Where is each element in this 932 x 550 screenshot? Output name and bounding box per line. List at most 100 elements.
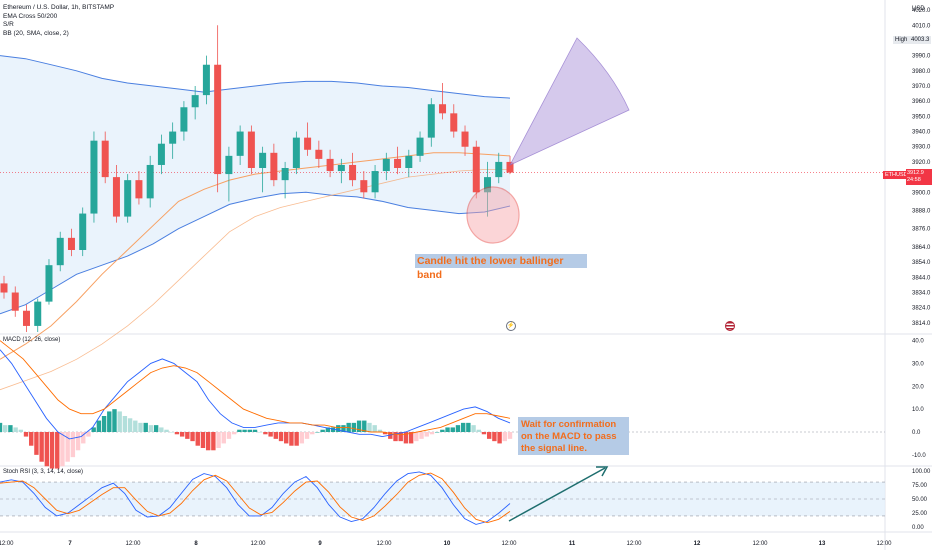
price-tick-label: 3854.0: [912, 260, 931, 266]
macd-histogram-bar: [356, 420, 362, 432]
bullish-candle: [495, 161, 503, 178]
time-tick-label: 13: [819, 541, 826, 547]
macd-annotation-line-2: on the MACD to pass: [521, 431, 617, 442]
bearish-candle: [214, 64, 222, 175]
price-tick-label: 3920.0: [912, 160, 931, 166]
macd-histogram-bar: [13, 427, 18, 432]
bearish-candle: [270, 152, 278, 181]
macd-histogram-bar: [330, 427, 336, 432]
macd-histogram-bar: [34, 432, 39, 455]
time-tick-label: 12:00: [125, 541, 141, 547]
macd-histogram-bar: [55, 432, 60, 469]
macd-histogram-bar: [3, 425, 8, 432]
time-tick-label: 12:00: [250, 541, 266, 547]
bearish-candle: [450, 113, 458, 132]
projection-overlay: [508, 37, 630, 522]
time-tick-label: 12:00: [0, 541, 14, 547]
macd-label[interactable]: MACD (12, 26, close): [3, 337, 61, 343]
macd-histogram-bar: [398, 432, 403, 442]
chart-legend: Ethereum / U.S. Dollar, 1h, BITSTAMP EMA…: [3, 4, 114, 38]
macd-histogram-bar: [414, 432, 419, 442]
bearish-candle: [112, 177, 120, 217]
macd-histogram-bar: [486, 432, 492, 439]
last-price-tag: 3912.9 24:58: [906, 169, 932, 185]
macd-annotation[interactable]: Wait for confirmation on the MACD to pas…: [518, 417, 629, 455]
macd-histogram-bar: [450, 427, 455, 432]
macd-histogram-bar: [205, 432, 211, 451]
stoch-tick-label: 75.00: [912, 483, 928, 489]
macd-histogram-bar: [382, 432, 388, 435]
macd-histogram-bar: [429, 432, 435, 435]
macd-histogram-bar: [231, 432, 237, 435]
bar-countdown: 24:58: [907, 177, 921, 183]
bearish-candle: [360, 180, 368, 193]
macd-histogram-bar: [325, 427, 331, 432]
bullish-candle: [124, 180, 132, 217]
bollinger-upper-line: [0, 55, 511, 99]
band-annotation[interactable]: Candle hit the lower ballinger band: [415, 254, 587, 281]
ema-indicator-label[interactable]: EMA Cross 50/200: [3, 12, 58, 20]
bullish-candle: [34, 301, 42, 326]
stoch-rsi-label[interactable]: Stoch RSI (3, 3, 14, 14, close): [3, 469, 84, 475]
macd-annotation-line-3: the signal line.: [521, 443, 587, 454]
macd-histogram-bar: [60, 432, 65, 467]
macd-histogram-bar: [362, 420, 367, 432]
price-tick-label: 3900.0: [912, 190, 931, 196]
macd-histogram-bar: [372, 425, 377, 432]
time-tick-label: 9: [318, 541, 322, 547]
bearish-candle: [349, 164, 357, 181]
macd-histogram-bar: [268, 432, 273, 437]
macd-histogram-bar: [252, 429, 258, 432]
macd-histogram-bar: [336, 425, 341, 432]
stoch-pane[interactable]: [0, 471, 885, 525]
price-pane[interactable]: [0, 25, 885, 391]
bullish-candle: [405, 155, 413, 168]
macd-histogram-bar: [466, 422, 471, 432]
macd-histogram-bar: [497, 432, 502, 444]
macd-histogram-bar: [341, 425, 346, 432]
bearish-candle: [394, 158, 402, 168]
symbol-title[interactable]: Ethereum / U.S. Dollar, 1h, BITSTAMP: [3, 4, 115, 11]
price-tick-label: 3960.0: [912, 99, 931, 105]
stoch-tick-label: 50.00: [912, 497, 928, 503]
time-tick-label: 12: [694, 541, 701, 547]
bullish-candle: [202, 64, 210, 96]
high-value: 4003.3: [909, 36, 932, 44]
bullish-candle: [259, 152, 267, 168]
price-axis[interactable]: 4020.04010.04000.03990.03980.03970.03960…: [912, 8, 931, 531]
price-tick-label: 3888.0: [912, 209, 931, 215]
time-tick-label: 8: [194, 541, 198, 547]
time-tick-label: 7: [68, 541, 72, 547]
currency-label[interactable]: USD: [912, 6, 925, 12]
sr-indicator-label[interactable]: S/R: [3, 21, 14, 28]
macd-histogram-bar: [263, 432, 268, 435]
bb-indicator-label[interactable]: BB (20, SMA, close, 2): [3, 29, 69, 37]
macd-histogram-bar: [143, 422, 148, 432]
bearish-candle: [472, 146, 480, 193]
macd-histogram-bar: [247, 429, 252, 432]
price-tick-label: 3930.0: [912, 145, 931, 151]
macd-histogram-bar: [351, 422, 357, 432]
bullish-candle: [484, 177, 492, 193]
macd-histogram-bar: [112, 409, 117, 432]
macd-histogram-bar: [377, 429, 383, 432]
lightning-icon[interactable]: ⚡: [506, 321, 516, 331]
time-axis[interactable]: 12:00 7 12:00 8 12:00 9 12:00 10 12:00 11 12:00 12 1…: [0, 541, 892, 547]
macd-histogram-bar: [481, 432, 487, 435]
macd-histogram-bar: [49, 432, 55, 469]
macd-pane[interactable]: [0, 340, 885, 469]
macd-histogram-bar: [91, 427, 96, 432]
macd-tick-label: 30.0: [912, 361, 924, 367]
time-tick-label: 12:00: [376, 541, 392, 547]
price-tick-label: 3980.0: [912, 69, 931, 75]
macd-histogram-bar: [127, 418, 133, 432]
macd-histogram-bar: [393, 432, 398, 442]
macd-annotation-line-1: Wait for confirmation: [521, 419, 617, 430]
us-flag-icon[interactable]: [725, 321, 735, 331]
bearish-candle: [439, 104, 447, 114]
macd-histogram-bar: [299, 432, 305, 444]
time-tick-label: 12:00: [752, 541, 768, 547]
bullish-candle: [79, 213, 87, 250]
macd-histogram-bar: [107, 411, 112, 432]
